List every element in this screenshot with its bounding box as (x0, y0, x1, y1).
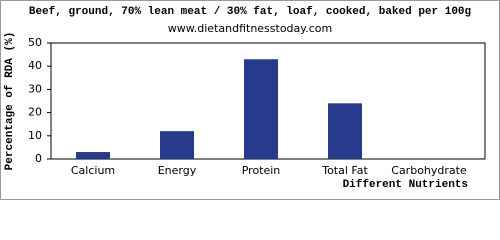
chart: Beef, ground, 70% lean meat / 30% fat, l… (0, 0, 500, 200)
bar (328, 103, 362, 159)
y-axis-label: Percentage of RDA (%) (4, 32, 16, 171)
y-tick-label: 20 (28, 106, 42, 119)
x-tick-label: Energy (158, 164, 197, 177)
y-tick-label: 30 (28, 82, 42, 95)
y-tick-label: 0 (35, 152, 42, 165)
bar (76, 152, 110, 159)
x-tick-label: Protein (242, 164, 281, 177)
x-tick-label: Carbohydrate (391, 164, 467, 177)
x-axis-label: Different Nutrients (343, 179, 468, 191)
y-tick-label: 50 (28, 36, 42, 49)
y-tick-label: 10 (28, 129, 42, 142)
x-tick-label: Calcium (71, 164, 115, 177)
bar (160, 131, 194, 159)
y-tick-label: 40 (28, 59, 42, 72)
chart-subtitle: www.dietandfitnesstoday.com (168, 22, 332, 35)
bar (244, 59, 278, 159)
chart-title: Beef, ground, 70% lean meat / 30% fat, l… (29, 6, 471, 18)
x-tick-label: Total Fat (321, 164, 368, 177)
